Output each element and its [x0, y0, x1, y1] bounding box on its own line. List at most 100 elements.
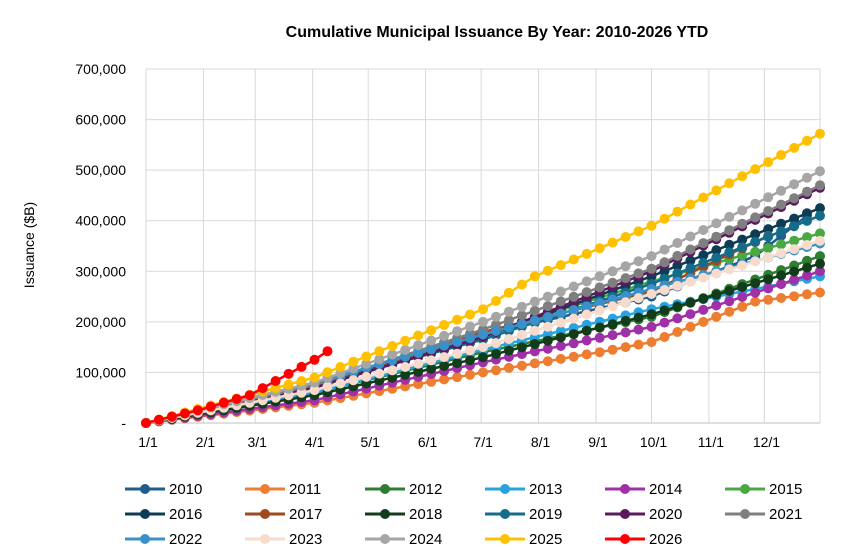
data-point	[439, 352, 450, 363]
legend-marker	[140, 509, 150, 519]
data-point	[633, 226, 644, 237]
data-point	[555, 332, 566, 343]
y-tick-label: 500,000	[75, 162, 126, 178]
data-point	[581, 248, 592, 259]
data-point	[737, 242, 748, 253]
legend-item-2017: 2017	[245, 506, 322, 523]
data-point	[815, 235, 825, 246]
y-axis-label: Issuance ($B)	[21, 202, 37, 288]
data-point	[711, 311, 722, 322]
data-point	[685, 276, 696, 287]
data-point	[607, 330, 618, 341]
legend-item-2025: 2025	[485, 531, 562, 548]
data-point	[659, 317, 670, 328]
data-point	[465, 345, 475, 356]
data-point	[698, 238, 709, 249]
data-point	[763, 157, 774, 168]
data-point	[737, 218, 748, 229]
data-point	[452, 326, 463, 337]
data-point	[698, 316, 709, 327]
data-point	[555, 353, 566, 364]
legend-item-2013: 2013	[485, 481, 562, 498]
data-point	[594, 282, 605, 293]
data-point	[529, 305, 540, 316]
data-point	[568, 291, 579, 302]
legend-label: 2012	[409, 481, 442, 498]
data-point	[659, 213, 670, 224]
y-tick-label: 400,000	[75, 213, 126, 229]
y-tick-label: 100,000	[75, 364, 126, 380]
data-point	[802, 289, 812, 300]
data-point	[439, 361, 450, 371]
data-point	[685, 255, 696, 266]
legend-marker	[260, 509, 270, 519]
data-point	[620, 315, 631, 326]
legend-marker	[260, 534, 270, 544]
data-point	[724, 247, 735, 258]
data-point	[815, 266, 825, 277]
data-point	[789, 266, 800, 277]
legend-label: 2025	[529, 531, 562, 548]
data-point	[205, 401, 216, 412]
data-point	[750, 278, 761, 289]
data-point	[724, 264, 735, 275]
data-point	[672, 301, 683, 312]
data-point	[387, 372, 398, 383]
data-point	[646, 321, 657, 332]
data-point	[516, 310, 527, 321]
legend-marker	[740, 509, 750, 519]
data-point	[698, 272, 709, 283]
y-tick-label: 200,000	[75, 314, 126, 330]
series-line	[145, 132, 821, 425]
data-point	[802, 262, 812, 273]
legend-item-2014: 2014	[605, 481, 682, 498]
data-point	[465, 321, 475, 332]
legend-label: 2015	[769, 481, 802, 498]
data-point	[594, 332, 605, 343]
data-point	[646, 263, 657, 274]
legend-item-2011: 2011	[245, 481, 321, 498]
data-point	[542, 291, 553, 302]
data-point	[802, 232, 812, 243]
legend-label: 2017	[289, 506, 322, 523]
data-point	[607, 344, 618, 355]
x-tick-label: 12/1	[753, 434, 780, 450]
x-tick-label: 2/1	[196, 434, 216, 450]
data-point	[776, 279, 787, 290]
data-point	[491, 296, 501, 306]
data-point	[465, 309, 475, 320]
data-point	[309, 385, 320, 396]
data-point	[750, 287, 761, 298]
data-point	[646, 309, 657, 320]
data-point	[516, 342, 527, 353]
data-point	[555, 308, 566, 319]
data-point	[750, 164, 761, 175]
data-point	[478, 367, 488, 378]
data-point	[439, 320, 450, 330]
data-point	[750, 236, 761, 247]
data-point	[231, 394, 242, 404]
data-point	[737, 292, 748, 302]
data-point	[426, 363, 437, 374]
data-point	[555, 341, 566, 351]
data-point	[659, 305, 670, 316]
data-point	[581, 276, 592, 287]
data-point	[516, 301, 527, 312]
data-point	[361, 351, 372, 362]
data-point	[270, 376, 281, 386]
data-point	[620, 232, 631, 242]
data-point	[776, 199, 787, 210]
legend-label: 2019	[529, 506, 562, 523]
data-point	[633, 324, 644, 335]
data-point	[568, 305, 579, 315]
data-point	[361, 358, 372, 369]
data-point	[607, 319, 618, 330]
x-tick-label: 10/1	[640, 434, 667, 450]
data-point	[763, 252, 774, 263]
data-point	[413, 358, 424, 369]
data-point	[503, 315, 514, 326]
legend-item-2018: 2018	[365, 506, 442, 523]
data-point	[594, 298, 605, 308]
legend-marker	[380, 534, 390, 544]
